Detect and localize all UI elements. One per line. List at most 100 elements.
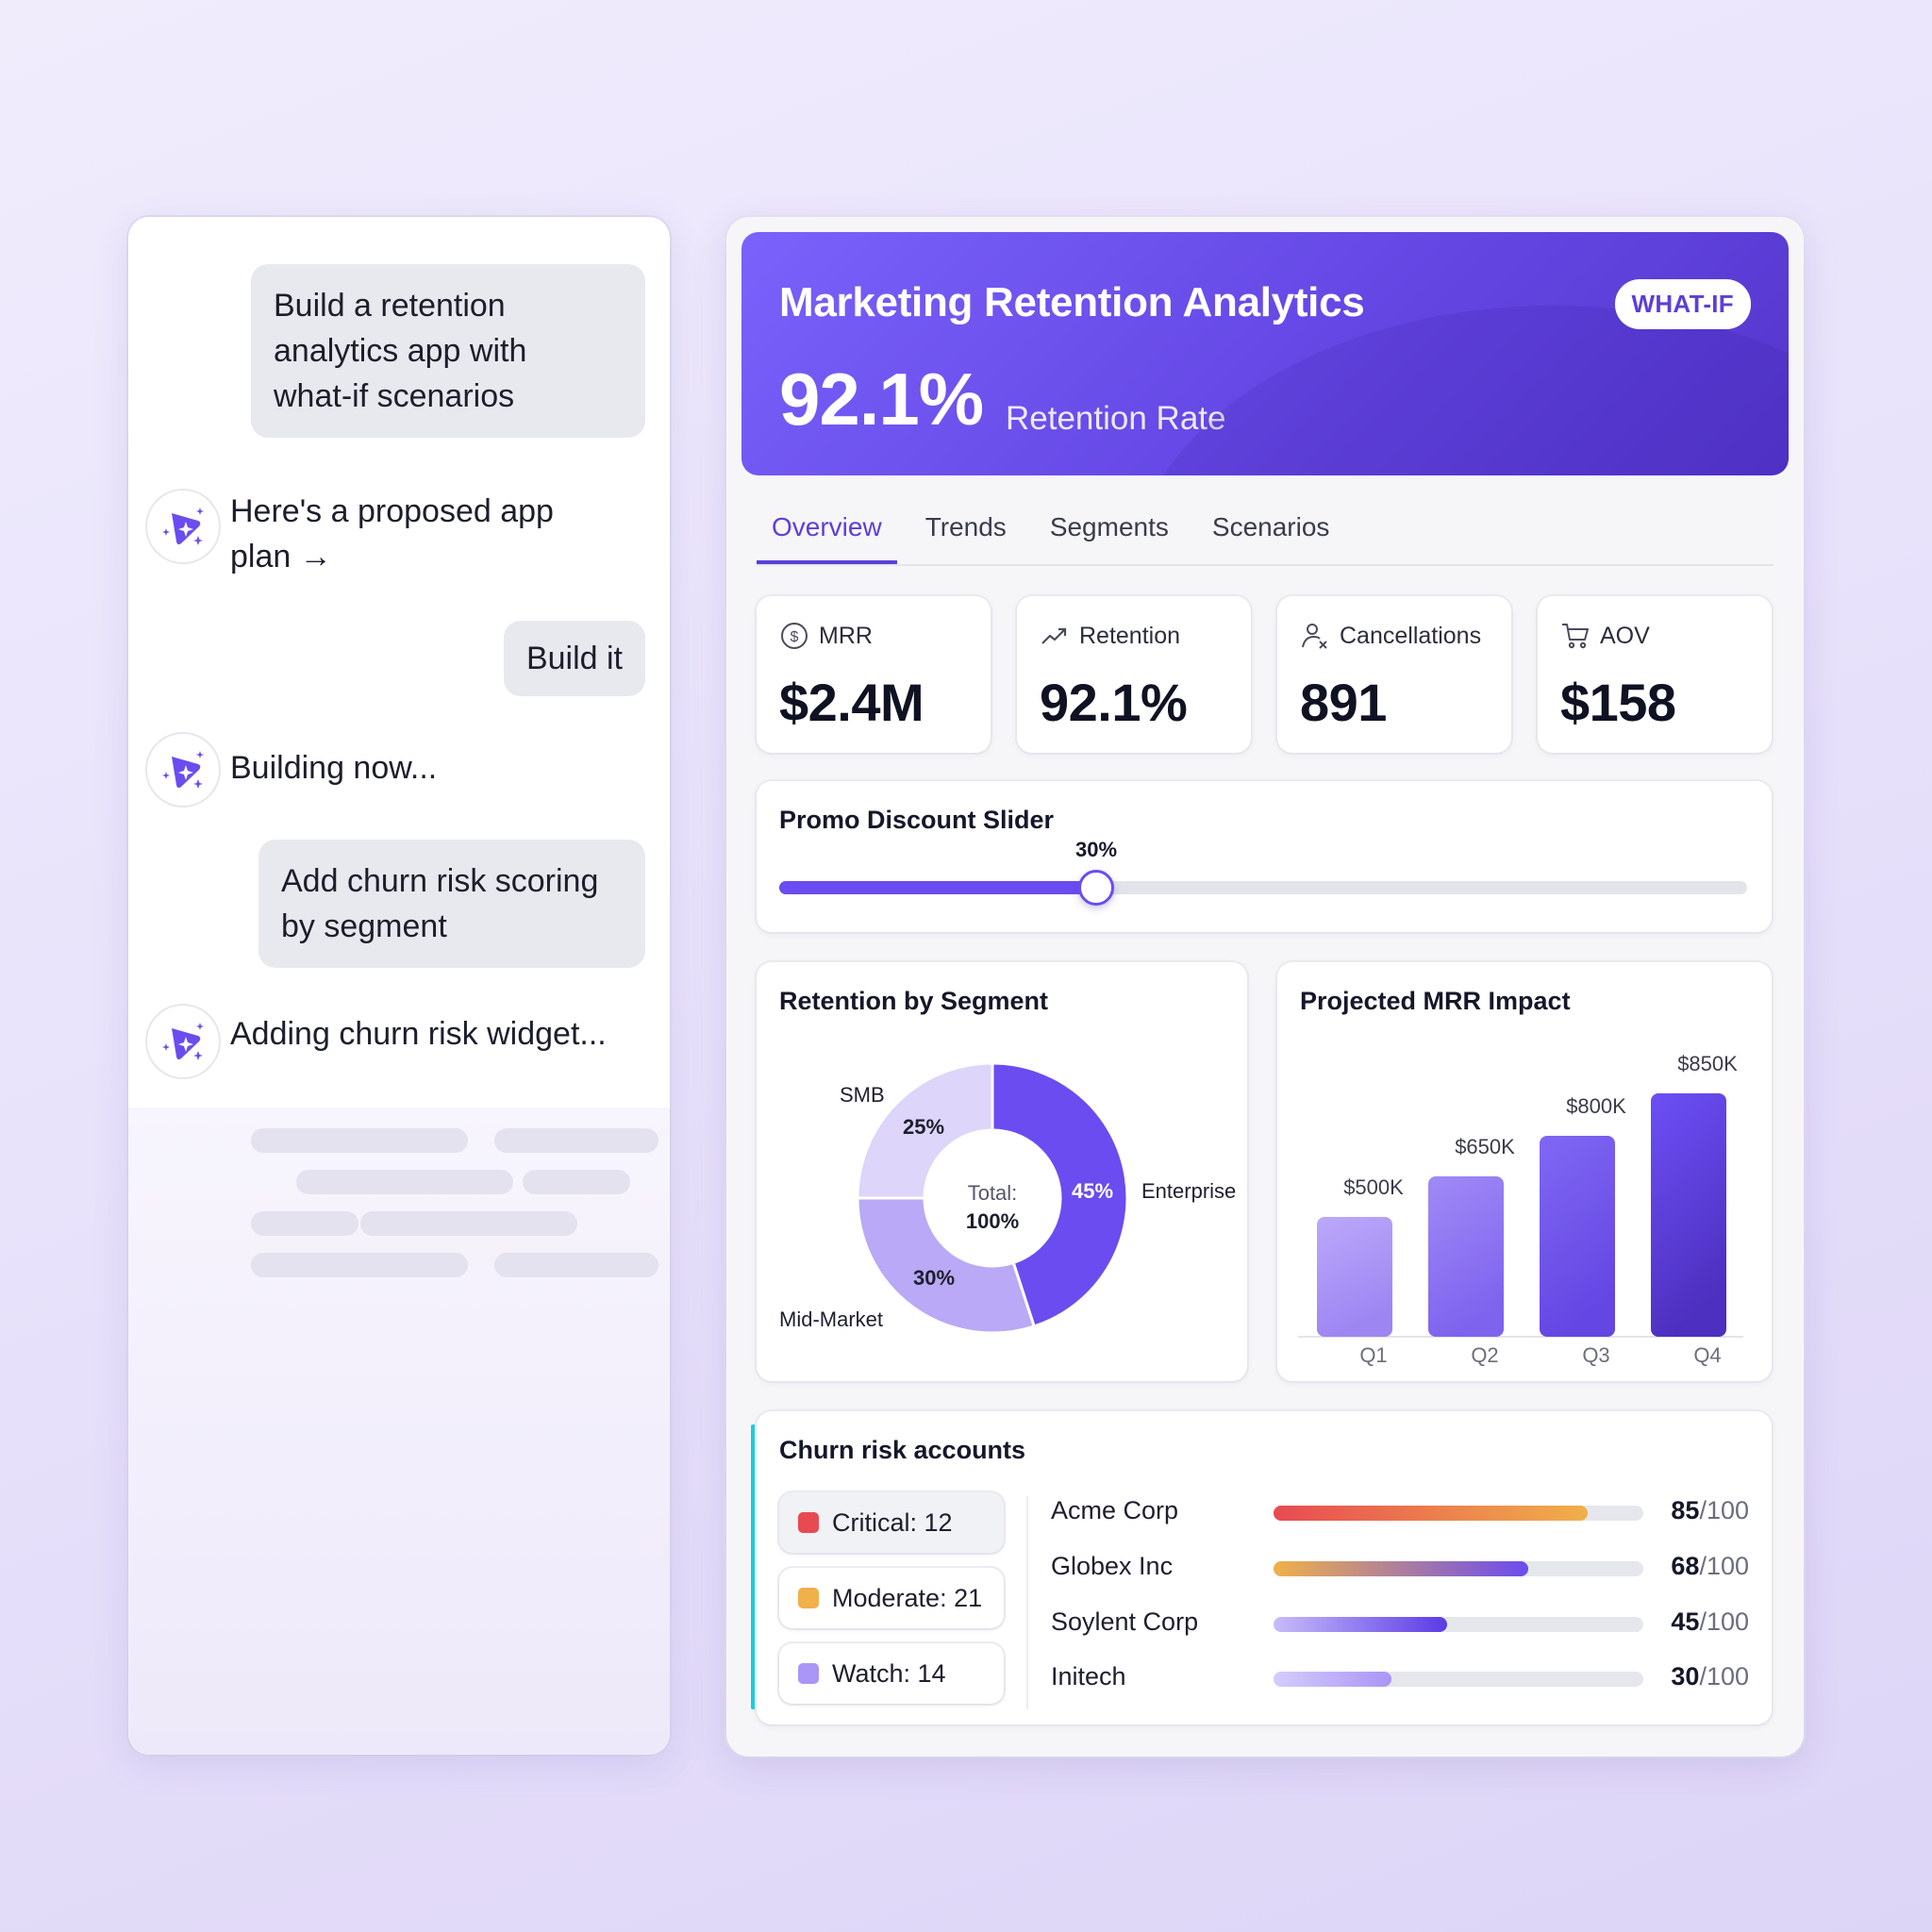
kpi-value: $2.4M (779, 673, 924, 732)
message-text: Building now... (230, 750, 438, 786)
sparkle-play-icon (162, 1023, 204, 1060)
message-line: analytics app with (274, 333, 527, 369)
bar-value-q1: $500K (1343, 1175, 1404, 1199)
risk-bar-fill (1274, 1561, 1529, 1576)
account-name[interactable]: Acme Corp (1051, 1496, 1179, 1524)
kpi-card-cancellations[interactable]: Cancellations 891 (1277, 596, 1511, 753)
svg-text:$: $ (791, 629, 799, 645)
risk-bar (1274, 1617, 1643, 1632)
chat-loading-area (128, 1108, 670, 1755)
account-name[interactable]: Soylent Corp (1051, 1607, 1199, 1636)
projected-mrr-card: Projected MRR Impact $500K $650K $800K $… (1277, 962, 1772, 1381)
donut-center-value: 100% (965, 1209, 1020, 1233)
chart-title: Retention by Segment (779, 987, 1049, 1015)
divider (1026, 1496, 1028, 1709)
risk-score: 45/100 (1671, 1607, 1749, 1636)
pill-label: Watch: 14 (832, 1658, 946, 1688)
assistant-avatar (145, 489, 221, 564)
x-tick-q4: Q4 (1693, 1343, 1722, 1367)
filter-watch[interactable]: Watch: 14 (779, 1643, 1004, 1704)
moderate-swatch (798, 1588, 819, 1608)
slider-value-label: 30% (1075, 838, 1118, 861)
kpi-card-retention[interactable]: Retention 92.1% (1017, 596, 1251, 753)
user-message: Add churn risk scoring by segment (258, 840, 645, 968)
filter-moderate[interactable]: Moderate: 21 (779, 1568, 1004, 1628)
bar-value-q3: $800K (1566, 1094, 1626, 1118)
donut-center-label: Total: (967, 1181, 1018, 1205)
app-title: Marketing Retention Analytics (779, 279, 1365, 325)
legend-enterprise: Enterprise (1141, 1179, 1237, 1203)
retention-rate-value: 92.1% (779, 358, 984, 441)
kpi-label: Retention (1079, 622, 1181, 649)
mrr-bar-chart[interactable] (1296, 1057, 1758, 1349)
account-name[interactable]: Globex Inc (1051, 1552, 1174, 1580)
tab-segments[interactable]: Segments (1049, 512, 1169, 541)
risk-bar-fill (1274, 1506, 1589, 1521)
tab-overview[interactable]: Overview (757, 500, 897, 564)
skeleton-line (494, 1253, 658, 1277)
message-text: Adding churn risk widget... (230, 1016, 607, 1052)
message-line: by segment (281, 908, 447, 944)
kpi-value: 92.1% (1040, 673, 1188, 732)
what-if-badge[interactable]: WHAT-IF (1614, 279, 1751, 329)
risk-bar (1274, 1561, 1643, 1576)
slice-label-mid-market: 30% (913, 1266, 956, 1290)
risk-score: 30/100 (1671, 1662, 1749, 1690)
user-message: Build a retention analytics app with wha… (251, 264, 645, 438)
sparkle-play-icon (162, 751, 204, 789)
kpi-label: MRR (819, 622, 873, 649)
assistant-message: Building now... (145, 732, 437, 808)
user-message: Build it (503, 621, 645, 696)
promo-discount-slider[interactable] (779, 870, 1747, 906)
message-line: what-if scenarios (274, 378, 515, 414)
tab-scenarios[interactable]: Scenarios (1211, 512, 1330, 541)
slice-label-smb: 25% (903, 1115, 945, 1139)
x-tick-q2: Q2 (1471, 1343, 1499, 1367)
watch-swatch (798, 1663, 819, 1684)
risk-bar-fill (1274, 1617, 1448, 1632)
skeleton-line (523, 1170, 630, 1194)
cart-icon (1562, 624, 1589, 649)
user-x-icon (1302, 624, 1327, 649)
skeleton-line (296, 1170, 513, 1194)
retention-by-segment-card: Retention by Segment SMB 25% 45% Enterpr… (757, 962, 1247, 1381)
dollar-circle-icon: $ (781, 623, 808, 649)
kpi-value: $158 (1560, 673, 1676, 732)
filter-critical[interactable]: Critical: 12 (779, 1492, 1004, 1553)
legend-mid-market: Mid-Market (779, 1307, 884, 1331)
assistant-message: Adding churn risk widget... (145, 1004, 607, 1079)
skeleton-line (360, 1211, 577, 1236)
risk-bar (1274, 1672, 1643, 1687)
chat-panel: Build a retention analytics app with wha… (128, 217, 670, 1755)
assistant-avatar (145, 732, 221, 808)
kpi-label: AOV (1600, 622, 1650, 649)
tab-trends[interactable]: Trends (924, 512, 1007, 541)
bar-value-q2: $650K (1455, 1135, 1515, 1158)
risk-score: 85/100 (1671, 1496, 1749, 1524)
skeleton-line (494, 1128, 658, 1153)
legend-smb: SMB (840, 1083, 885, 1107)
pill-label: Critical: 12 (832, 1507, 953, 1537)
slider-thumb[interactable] (1078, 870, 1114, 906)
critical-swatch (798, 1512, 819, 1533)
skeleton-line (251, 1211, 358, 1236)
churn-risk-card: Churn risk accounts Critical: 12 Moderat… (757, 1411, 1772, 1724)
churn-title: Churn risk accounts (779, 1436, 1026, 1464)
account-name[interactable]: Initech (1051, 1662, 1126, 1690)
retention-rate-label: Retention Rate (1006, 400, 1226, 437)
risk-bar-fill (1274, 1672, 1392, 1687)
message-line: Build a retention (274, 288, 506, 324)
skeleton-line (251, 1253, 468, 1277)
kpi-card-mrr[interactable]: $ MRR $2.4M (757, 596, 991, 753)
skeleton-line (251, 1128, 468, 1153)
pill-label: Moderate: 21 (832, 1583, 983, 1612)
tab-bar: Overview Trends Segments Scenarios (757, 500, 1774, 566)
hero-header: Marketing Retention Analytics WHAT-IF 92… (741, 232, 1789, 475)
x-tick-q3: Q3 (1582, 1343, 1610, 1367)
dashboard-app: Marketing Retention Analytics WHAT-IF 92… (726, 217, 1804, 1757)
kpi-card-aov[interactable]: AOV $158 (1538, 596, 1772, 753)
message-line: Build it (525, 641, 623, 676)
segment-donut-chart[interactable] (851, 1057, 1134, 1340)
assistant-message: Here's a proposed app plan → (145, 489, 554, 579)
slider-title: Promo Discount Slider (779, 806, 1055, 834)
